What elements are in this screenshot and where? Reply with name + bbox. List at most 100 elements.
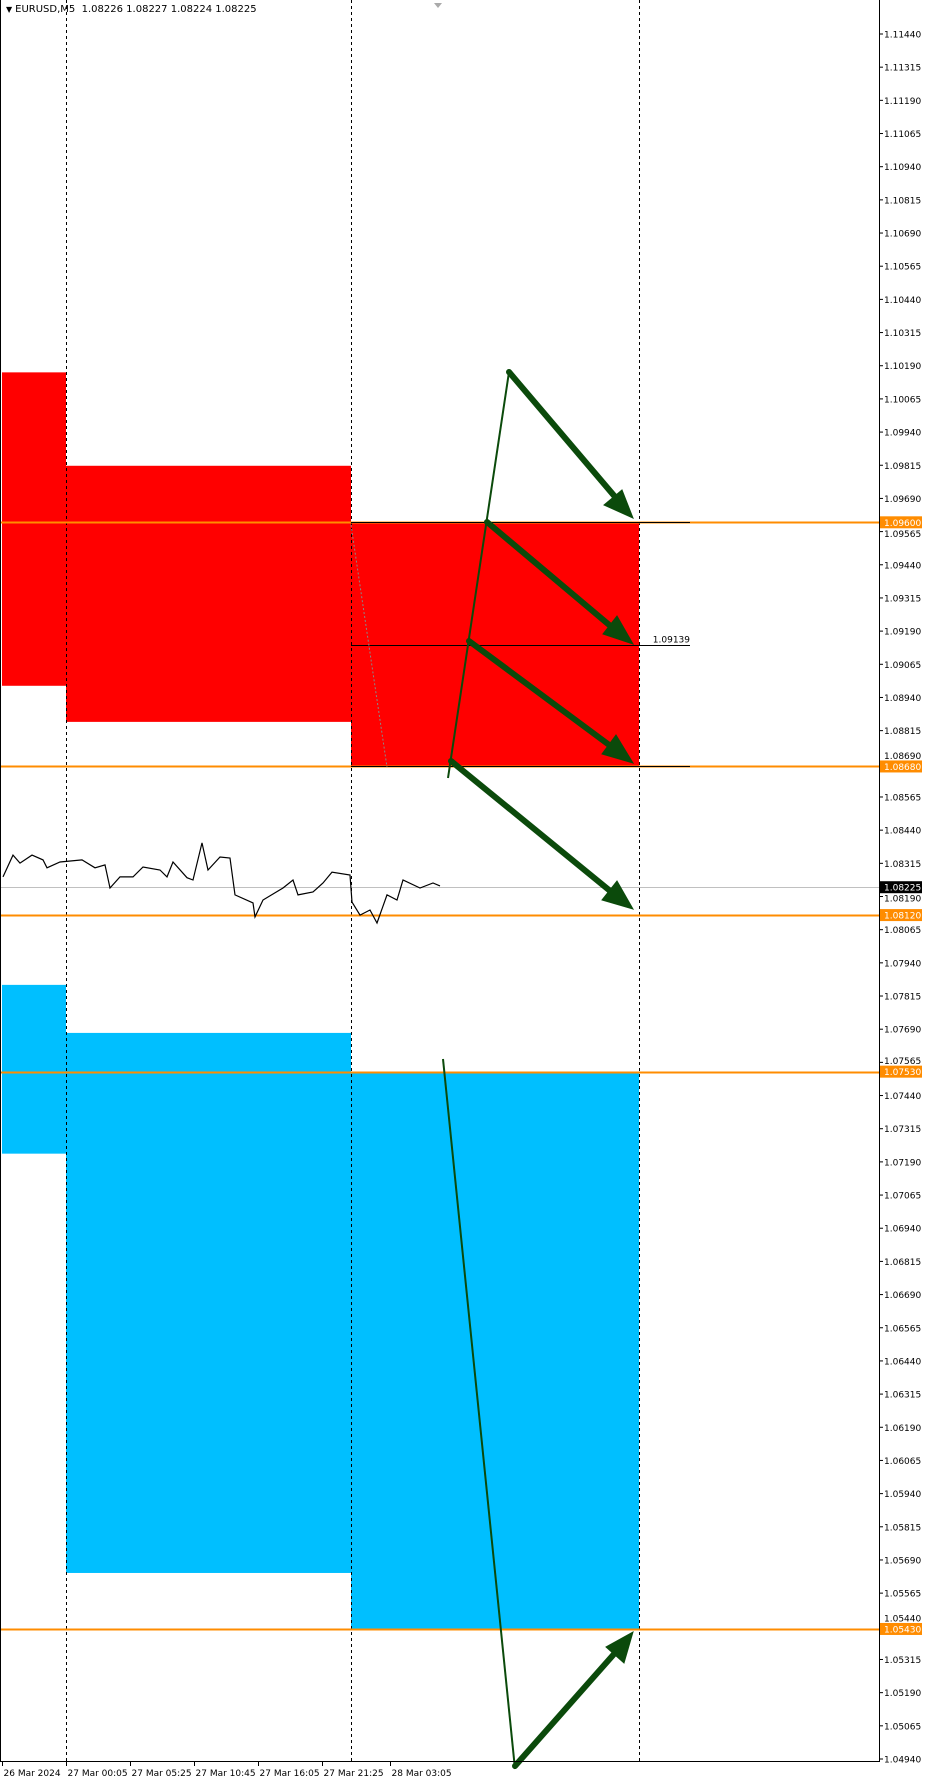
arrow-drawings[interactable] [442, 369, 635, 1770]
y-tick-label: 1.10565 [884, 263, 921, 273]
y-tick-label: 1.10690 [884, 230, 921, 240]
x-tick-label: 27 Mar 00:05 [68, 1769, 128, 1779]
scroll-marker-icon[interactable] [434, 3, 442, 8]
mid-line-label: 1.09139 [653, 636, 690, 646]
y-tick-label: 1.10940 [884, 163, 921, 173]
level-price-tag: 1.09600 [884, 519, 921, 529]
y-tick-label: 1.08440 [884, 827, 921, 837]
y-tick-label: 1.06815 [884, 1258, 921, 1268]
y-tick-label: 1.07565 [884, 1057, 921, 1067]
arrowhead-icon [602, 615, 635, 645]
y-tick-label: 1.05565 [884, 1590, 921, 1600]
arrowhead-icon [601, 880, 635, 910]
level-price-tag-bg [880, 909, 922, 922]
y-tick-label: 1.05315 [884, 1656, 921, 1666]
y-tick-label: 1.07315 [884, 1125, 921, 1135]
price-line [2, 842, 441, 925]
y-tick-label: 1.06690 [884, 1291, 921, 1301]
x-tick-label: 26 Mar 2024 [4, 1769, 61, 1779]
y-tick-label: 1.10815 [884, 196, 921, 206]
x-tick-label: 27 Mar 10:45 [196, 1769, 256, 1779]
arrowhead-icon [603, 489, 634, 519]
level-price-tag-bg [880, 516, 922, 529]
triangle-down-icon[interactable]: ▼ [6, 5, 13, 14]
demand-zone[interactable] [66, 1032, 351, 1573]
projection-dashed-line [350, 524, 388, 768]
arrow-line[interactable] [506, 369, 625, 508]
y-tick-label: 1.04940 [884, 1756, 921, 1766]
y-tick-label: 1.09940 [884, 429, 921, 439]
chart-header: ▼ EURUSD,M5 1.08226 1.08227 1.08224 1.082… [6, 4, 257, 15]
y-tick-label: 1.10065 [884, 395, 921, 405]
arrow-line[interactable] [512, 1642, 625, 1769]
y-tick-label: 1.06065 [884, 1457, 921, 1467]
arrow-line[interactable] [484, 519, 623, 637]
y-tick-label: 1.07815 [884, 993, 921, 1003]
y-tick-label: 1.05440 [884, 1614, 921, 1624]
y-tick-label: 1.07190 [884, 1158, 921, 1168]
arrow-line[interactable] [448, 758, 623, 902]
level-price-tag-bg [880, 760, 922, 773]
y-tick-label: 1.06440 [884, 1357, 921, 1367]
arrowhead-icon [605, 1630, 634, 1664]
x-tick-label: 28 Mar 03:05 [392, 1769, 452, 1779]
arrowhead-icon [601, 734, 635, 764]
x-tick-label: 27 Mar 05:25 [132, 1769, 192, 1779]
trend-line-down[interactable] [442, 1058, 516, 1770]
y-tick-label: 1.07065 [884, 1192, 921, 1202]
y-tick-label: 1.11315 [884, 64, 921, 74]
demand-zone[interactable] [2, 984, 66, 1154]
trend-line-up[interactable] [447, 371, 510, 779]
demand-zone[interactable] [351, 1071, 639, 1629]
y-tick-label: 1.09815 [884, 462, 921, 472]
level-price-tag-bg [880, 1622, 922, 1635]
y-tick-label: 1.09065 [884, 661, 921, 671]
arrow-line[interactable] [466, 638, 623, 756]
y-tick-label: 1.07440 [884, 1092, 921, 1102]
y-tick-label: 1.10440 [884, 296, 921, 306]
level-price-tag-bg [880, 1065, 922, 1078]
y-tick-label: 1.08190 [884, 895, 921, 905]
supply-zone[interactable] [2, 372, 66, 686]
y-tick-label: 1.05065 [884, 1722, 921, 1732]
y-tick-label: 1.05690 [884, 1556, 921, 1566]
supply-zone[interactable] [351, 522, 639, 767]
y-tick-label: 1.11065 [884, 130, 921, 140]
y-tick-label: 1.09690 [884, 495, 921, 505]
level-price-tag: 1.05430 [884, 1625, 921, 1635]
level-price-tag: 1.08680 [884, 763, 921, 773]
y-tick-label: 1.09315 [884, 594, 921, 604]
y-tick-label: 1.06940 [884, 1225, 921, 1235]
y-tick-label: 1.05190 [884, 1689, 921, 1699]
y-tick-label: 1.07940 [884, 959, 921, 969]
y-tick-label: 1.08690 [884, 752, 921, 762]
level-price-tag: 1.07530 [884, 1068, 921, 1078]
ohlc-readout: 1.08226 1.08227 1.08224 1.08225 [81, 4, 257, 15]
y-tick-label: 1.08315 [884, 860, 921, 870]
y-tick-label: 1.09190 [884, 628, 921, 638]
y-tick-label: 1.06190 [884, 1424, 921, 1434]
level-price-tag: 1.08120 [884, 912, 921, 922]
y-tick-label: 1.11440 [884, 31, 921, 41]
y-tick-label: 1.05940 [884, 1490, 921, 1500]
y-tick-label: 1.09440 [884, 561, 921, 571]
y-tick-label: 1.10190 [884, 362, 921, 372]
x-tick-label: 27 Mar 21:25 [324, 1769, 384, 1779]
y-tick-label: 1.10315 [884, 329, 921, 339]
y-tick-label: 1.08815 [884, 727, 921, 737]
y-tick-label: 1.08940 [884, 694, 921, 704]
y-tick-label: 1.08065 [884, 926, 921, 936]
x-tick-label: 27 Mar 16:05 [260, 1769, 320, 1779]
y-tick-label: 1.09565 [884, 530, 921, 540]
y-tick-label: 1.08565 [884, 793, 921, 803]
y-tick-label: 1.05815 [884, 1523, 921, 1533]
y-tick-label: 1.06315 [884, 1391, 921, 1401]
supply-zone[interactable] [66, 465, 351, 722]
y-tick-label: 1.11190 [884, 97, 921, 107]
y-tick-label: 1.07690 [884, 1026, 921, 1036]
y-tick-label: 1.06565 [884, 1324, 921, 1334]
symbol-label: EURUSD,M5 [15, 4, 76, 15]
current-price-tag: 1.08225 [884, 884, 921, 894]
current-price-tag-bg [880, 881, 922, 894]
